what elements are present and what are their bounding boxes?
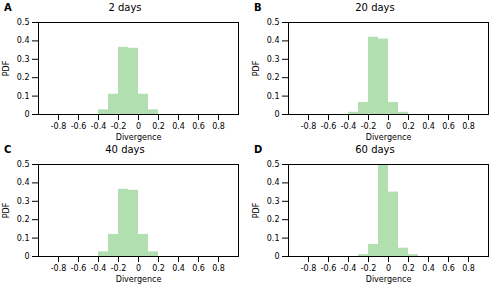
svg-text:0.2: 0.2: [17, 215, 30, 224]
svg-text:0.3: 0.3: [267, 197, 280, 206]
html-text:40 days: 40 days: [105, 144, 145, 155]
svg-text:0: 0: [386, 122, 391, 131]
html-text:C: C: [4, 144, 12, 155]
html-text:60 days: 60 days: [355, 144, 395, 155]
svg-text:Divergence: Divergence: [116, 275, 162, 284]
svg-text:0.6: 0.6: [192, 122, 205, 131]
svg-text:0.2: 0.2: [17, 73, 30, 82]
svg-text:PDF: PDF: [2, 60, 11, 76]
svg-text:0.8: 0.8: [212, 264, 225, 273]
svg-text:0.6: 0.6: [442, 122, 455, 131]
svg-text:0.4: 0.4: [172, 122, 185, 131]
svg-text:0.4: 0.4: [422, 264, 435, 273]
svg-text:0.2: 0.2: [267, 215, 280, 224]
html-text:B: B: [254, 2, 262, 13]
svg-text:0.5: 0.5: [267, 18, 280, 27]
svg-text:0.6: 0.6: [192, 264, 205, 273]
svg-text:-0.8: -0.8: [301, 122, 317, 131]
svg-text:0.1: 0.1: [17, 234, 30, 243]
svg-text:0.2: 0.2: [152, 264, 165, 273]
svg-text:0.4: 0.4: [17, 36, 30, 45]
svg-text:-0.4: -0.4: [341, 122, 357, 131]
html-text:D: D: [254, 144, 263, 155]
svg-text:PDF: PDF: [2, 202, 11, 218]
svg-text:-0.6: -0.6: [321, 122, 337, 131]
svg-text:0: 0: [136, 264, 141, 273]
svg-text:-0.2: -0.2: [361, 264, 377, 273]
svg-text:0.8: 0.8: [462, 122, 475, 131]
svg-text:0.2: 0.2: [267, 73, 280, 82]
svg-text:0.2: 0.2: [152, 122, 165, 131]
svg-text:0: 0: [386, 264, 391, 273]
svg-text:0.3: 0.3: [267, 55, 280, 64]
svg-text:0.2: 0.2: [402, 264, 415, 273]
svg-text:0.8: 0.8: [212, 122, 225, 131]
svg-text:-0.8: -0.8: [51, 122, 67, 131]
svg-text:-0.4: -0.4: [91, 264, 107, 273]
svg-text:-0.2: -0.2: [361, 122, 377, 131]
html-text:20 days: 20 days: [355, 2, 395, 13]
svg-text:0.5: 0.5: [17, 18, 30, 27]
svg-text:0: 0: [274, 110, 279, 119]
svg-text:0.4: 0.4: [267, 178, 280, 187]
svg-text:0.4: 0.4: [267, 36, 280, 45]
svg-text:0.4: 0.4: [172, 264, 185, 273]
svg-text:-0.2: -0.2: [111, 264, 127, 273]
svg-text:0.4: 0.4: [422, 122, 435, 131]
svg-text:-0.2: -0.2: [111, 122, 127, 131]
svg-text:0.3: 0.3: [17, 197, 30, 206]
svg-text:0: 0: [24, 110, 29, 119]
html-text:A: A: [4, 2, 12, 13]
svg-text:0.3: 0.3: [17, 55, 30, 64]
svg-text:-0.8: -0.8: [51, 264, 67, 273]
svg-text:Divergence: Divergence: [116, 133, 162, 142]
svg-text:-0.6: -0.6: [71, 122, 87, 131]
svg-text:PDF: PDF: [252, 60, 261, 76]
svg-text:0: 0: [24, 252, 29, 261]
html-text:2 days: 2 days: [108, 2, 142, 13]
svg-text:0.5: 0.5: [17, 160, 30, 169]
svg-text:-0.6: -0.6: [71, 264, 87, 273]
svg-text:0.6: 0.6: [442, 264, 455, 273]
svg-text:Divergence: Divergence: [366, 133, 412, 142]
svg-text:PDF: PDF: [252, 202, 261, 218]
svg-text:0: 0: [136, 122, 141, 131]
svg-text:0.1: 0.1: [267, 92, 280, 101]
svg-text:0.1: 0.1: [17, 92, 30, 101]
svg-text:-0.4: -0.4: [91, 122, 107, 131]
svg-text:-0.8: -0.8: [301, 264, 317, 273]
svg-text:0.8: 0.8: [462, 264, 475, 273]
svg-text:0.1: 0.1: [267, 234, 280, 243]
svg-text:0.5: 0.5: [267, 160, 280, 169]
svg-text:Divergence: Divergence: [366, 275, 412, 284]
svg-text:-0.6: -0.6: [321, 264, 337, 273]
svg-text:0.2: 0.2: [402, 122, 415, 131]
svg-text:0: 0: [274, 252, 279, 261]
svg-text:-0.4: -0.4: [341, 264, 357, 273]
svg-text:0.4: 0.4: [17, 178, 30, 187]
